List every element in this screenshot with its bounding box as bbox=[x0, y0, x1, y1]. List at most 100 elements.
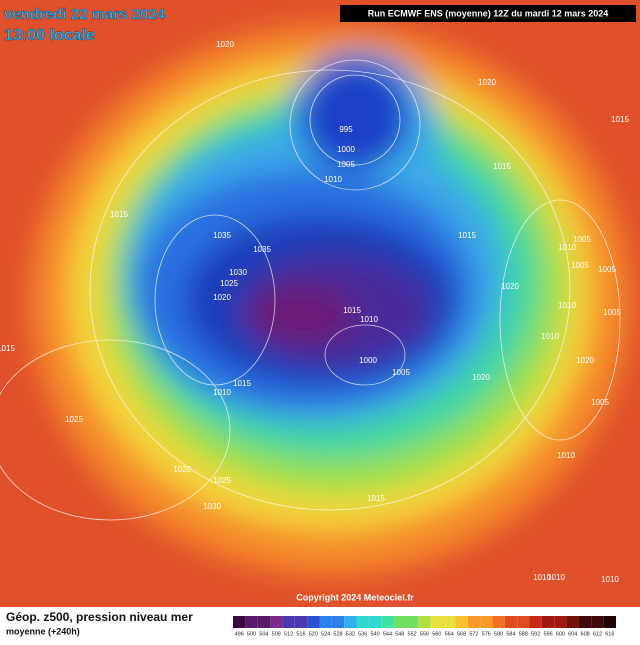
isobar-label: 1010 bbox=[557, 451, 575, 460]
isobar-label: 1015 bbox=[343, 306, 361, 315]
isobar-label: 1005 bbox=[591, 398, 609, 407]
colorbar-label: 608 bbox=[581, 631, 590, 637]
colorbar-cell bbox=[541, 616, 555, 628]
colorbar-label: 524 bbox=[321, 631, 330, 637]
colorbar-cell bbox=[517, 616, 530, 628]
isobar-label: 1005 bbox=[571, 261, 589, 270]
colorbar-label: 576 bbox=[482, 631, 491, 637]
colorbar-cell bbox=[356, 616, 369, 628]
isobar-label: 1035 bbox=[213, 231, 231, 240]
colorbar-cell bbox=[257, 616, 271, 628]
isobar-label: 1020 bbox=[213, 293, 231, 302]
colorbar-cell bbox=[331, 616, 345, 628]
isobar-label: 1010 bbox=[324, 175, 342, 184]
isobar-label: 1005 bbox=[598, 265, 616, 274]
isobar-label: 1020 bbox=[472, 373, 490, 382]
colorbar-cell bbox=[344, 616, 357, 628]
colorbar-label: 536 bbox=[358, 631, 367, 637]
isobar-label: 1015 bbox=[110, 210, 128, 219]
colorbar-cell bbox=[492, 616, 505, 628]
colorbar-label: 508 bbox=[272, 631, 281, 637]
colorbar-label: 532 bbox=[346, 631, 355, 637]
isobar-label: 1015 bbox=[367, 494, 385, 503]
colorbar-cell bbox=[270, 616, 283, 628]
run-info: Run ECMWF ENS (moyenne) 12Z du mardi 12 … bbox=[368, 8, 609, 18]
colorbar-cell bbox=[443, 616, 456, 628]
colorbar-cell bbox=[578, 616, 592, 628]
colorbar-label: 500 bbox=[247, 631, 256, 637]
colorbar-label: 580 bbox=[494, 631, 503, 637]
colorbar-cell bbox=[430, 616, 444, 628]
colorbar-label: 584 bbox=[506, 631, 515, 637]
colorbar-label: 572 bbox=[469, 631, 478, 637]
colorbar-cell bbox=[467, 616, 481, 628]
isobar-label: 1005 bbox=[603, 308, 621, 317]
colorbar-label: 544 bbox=[383, 631, 392, 637]
colorbar-cell bbox=[233, 616, 246, 628]
isobar-label: 1030 bbox=[203, 502, 221, 511]
colorbar-label: 604 bbox=[568, 631, 577, 637]
footer-title: Géop. z500, pression niveau mer bbox=[6, 610, 193, 624]
isobar-label: 1020 bbox=[478, 78, 496, 87]
colorbar-label: 616 bbox=[605, 631, 614, 637]
colorbar-cell bbox=[368, 616, 382, 628]
time: 13:00 locale bbox=[4, 27, 95, 44]
isobar-label: 1010 bbox=[213, 388, 231, 397]
colorbar-label: 528 bbox=[333, 631, 342, 637]
colorbar-label: 520 bbox=[309, 631, 318, 637]
colorbar-label: 564 bbox=[445, 631, 454, 637]
isobar-label: 1010 bbox=[558, 301, 576, 310]
colorbar-cell bbox=[307, 616, 320, 628]
colorbar-label: 548 bbox=[395, 631, 404, 637]
isobar-label: 1015 bbox=[611, 115, 629, 124]
colorbar-cell bbox=[319, 616, 332, 628]
colorbar-cell bbox=[294, 616, 308, 628]
colorbar-cell bbox=[603, 616, 616, 628]
colorbar-cell bbox=[566, 616, 579, 628]
isobar-label: 1010 bbox=[533, 573, 551, 582]
colorbar-label: 540 bbox=[370, 631, 379, 637]
isobar-label: 1010 bbox=[541, 332, 559, 341]
isobar-label: 1015 bbox=[493, 162, 511, 171]
isobar-label: 1035 bbox=[253, 245, 271, 254]
isobar-label: 1025 bbox=[213, 476, 231, 485]
isobar-label: 1020 bbox=[173, 465, 191, 474]
colorbar-cell bbox=[418, 616, 431, 628]
colorbar-cell bbox=[282, 616, 295, 628]
isobar-label: 1010 bbox=[547, 573, 565, 582]
isobar-label: 995 bbox=[339, 125, 353, 134]
isobar-label: 1000 bbox=[337, 145, 355, 154]
colorbar: 496 500 504 508 512 516 520 524 528 532 536 540 544 5… bbox=[233, 616, 616, 637]
footer-subtitle: moyenne (+240h) bbox=[6, 626, 80, 636]
isobar-label: 1000 bbox=[359, 356, 377, 365]
isobar-label: 1010 bbox=[558, 243, 576, 252]
isobar-label: 1010 bbox=[601, 575, 619, 584]
isobar-labels: 1020102010159951000100510101015101510151… bbox=[0, 40, 629, 584]
colorbar-cell bbox=[381, 616, 394, 628]
isobar-label: 1005 bbox=[573, 235, 591, 244]
isobar-label: 1015 bbox=[233, 379, 251, 388]
height-field bbox=[0, 0, 640, 607]
colorbar-cell bbox=[504, 616, 518, 628]
isobar-label: 1020 bbox=[216, 40, 234, 49]
isobar-label: 1025 bbox=[65, 415, 83, 424]
colorbar-label: 588 bbox=[519, 631, 528, 637]
date: vendredi 22 mars 2024 bbox=[4, 6, 166, 23]
colorbar-label: 512 bbox=[284, 631, 293, 637]
colorbar-cell bbox=[591, 616, 604, 628]
colorbar-cell bbox=[529, 616, 542, 628]
colorbar-label: 568 bbox=[457, 631, 466, 637]
colorbar-cell bbox=[554, 616, 567, 628]
colorbar-label: 592 bbox=[531, 631, 540, 637]
run-box bbox=[340, 5, 636, 22]
colorbar-label: 504 bbox=[259, 631, 268, 637]
isobar-label: 1030 bbox=[229, 268, 247, 277]
isobar-label: 1005 bbox=[392, 368, 410, 377]
isobar-label: 1015 bbox=[0, 344, 15, 353]
isobar-label: 1010 bbox=[360, 315, 378, 324]
colorbar-cell bbox=[455, 616, 468, 628]
colorbar-label: 612 bbox=[593, 631, 602, 637]
isobar-label: 1025 bbox=[220, 279, 238, 288]
colorbar-cell bbox=[480, 616, 493, 628]
